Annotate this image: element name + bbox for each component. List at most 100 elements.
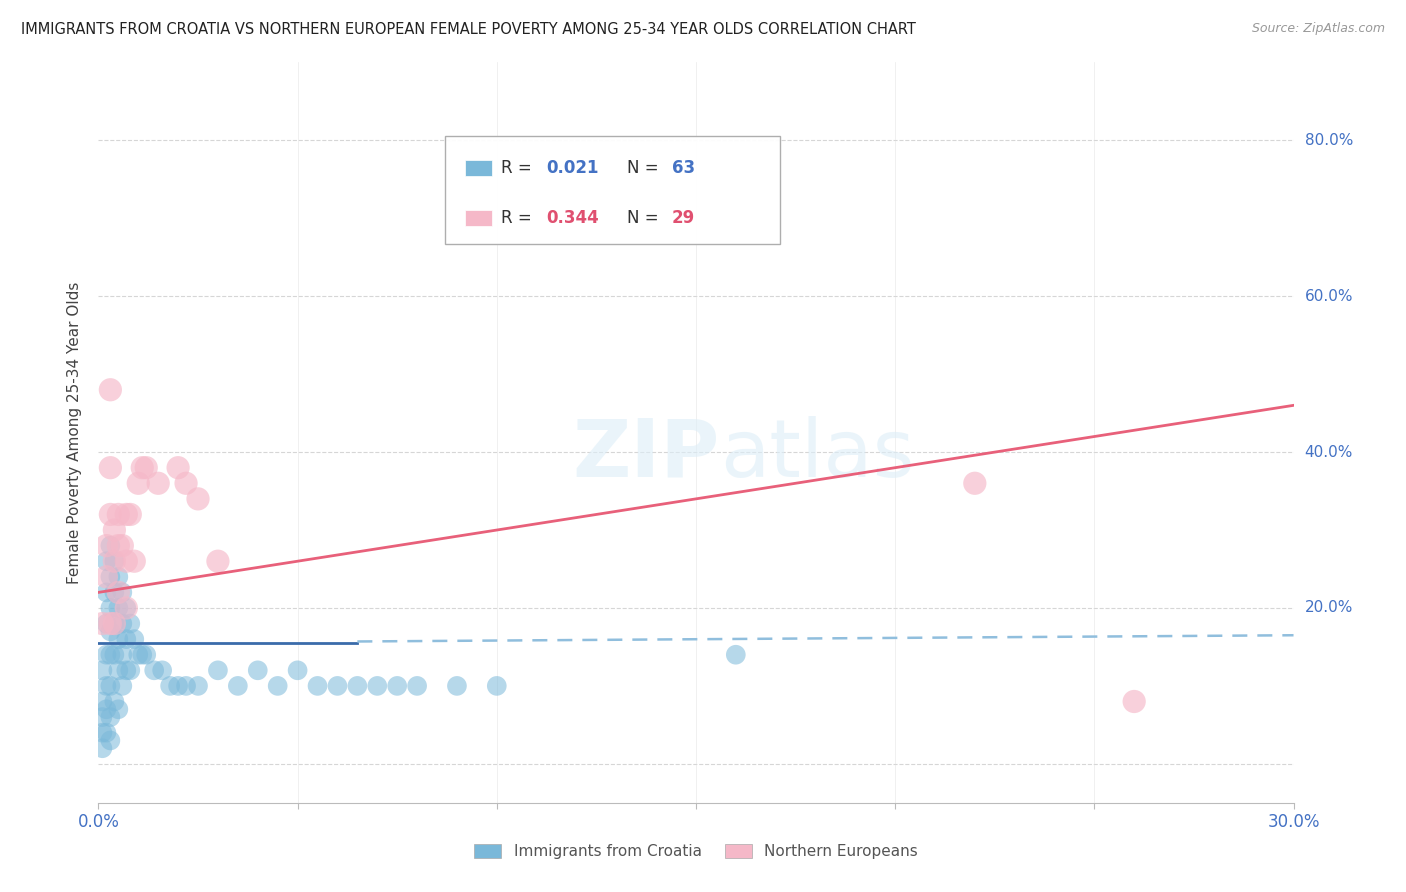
Point [98, 539, 122, 553]
Text: 0.344: 0.344 [547, 209, 599, 227]
Point [96, 585, 118, 599]
Point [346, 679, 368, 693]
Point [107, 585, 129, 599]
Point [159, 679, 181, 693]
Text: R =: R = [501, 209, 537, 227]
Point [963, 476, 986, 491]
Point [485, 679, 508, 693]
Point [115, 663, 138, 677]
Text: N =: N = [627, 159, 664, 178]
Point [91, 725, 114, 739]
Point [96, 725, 118, 739]
Point [103, 554, 125, 568]
Point [127, 648, 149, 662]
Point [96, 539, 118, 553]
FancyBboxPatch shape [446, 136, 780, 244]
Point [366, 679, 388, 693]
Point [98, 383, 122, 397]
FancyBboxPatch shape [465, 210, 492, 227]
Point [135, 460, 157, 475]
Point [111, 616, 134, 631]
Point [91, 616, 114, 631]
Point [91, 663, 114, 677]
Point [135, 648, 157, 662]
Text: IMMIGRANTS FROM CROATIA VS NORTHERN EUROPEAN FEMALE POVERTY AMONG 25-34 YEAR OLD: IMMIGRANTS FROM CROATIA VS NORTHERN EURO… [21, 22, 915, 37]
Point [107, 702, 129, 716]
Point [111, 648, 134, 662]
Text: 40.0%: 40.0% [1305, 444, 1353, 459]
Point [98, 601, 122, 615]
Point [107, 632, 129, 647]
Point [124, 632, 146, 647]
Text: 63: 63 [672, 159, 695, 178]
Point [267, 679, 290, 693]
Point [174, 679, 197, 693]
Point [103, 585, 125, 599]
Point [167, 460, 190, 475]
Point [96, 679, 118, 693]
Point [148, 476, 170, 491]
Point [103, 616, 125, 631]
Point [98, 616, 122, 631]
Text: 0.021: 0.021 [547, 159, 599, 178]
Point [131, 648, 153, 662]
Legend: Immigrants from Croatia, Northern Europeans: Immigrants from Croatia, Northern Europe… [468, 838, 924, 865]
Point [98, 624, 122, 639]
Point [120, 616, 142, 631]
Point [107, 570, 129, 584]
Text: 60.0%: 60.0% [1305, 289, 1353, 304]
Point [174, 476, 197, 491]
Point [98, 648, 122, 662]
Point [91, 741, 114, 756]
Point [207, 554, 229, 568]
Point [307, 679, 329, 693]
Point [111, 539, 134, 553]
Text: N =: N = [627, 209, 664, 227]
Point [724, 648, 747, 662]
Point [246, 663, 269, 677]
Point [143, 663, 166, 677]
Point [98, 733, 122, 747]
Point [103, 648, 125, 662]
Point [115, 554, 138, 568]
Point [385, 679, 409, 693]
Y-axis label: Female Poverty Among 25-34 Year Olds: Female Poverty Among 25-34 Year Olds [67, 282, 83, 583]
Point [103, 694, 125, 708]
Point [127, 476, 149, 491]
Point [111, 679, 134, 693]
Point [96, 648, 118, 662]
Point [187, 491, 209, 506]
Point [103, 523, 125, 537]
Point [167, 679, 190, 693]
FancyBboxPatch shape [465, 160, 492, 177]
Point [226, 679, 249, 693]
Text: R =: R = [501, 159, 537, 178]
Point [131, 460, 153, 475]
Point [406, 679, 429, 693]
Point [107, 663, 129, 677]
Point [98, 570, 122, 584]
Point [115, 601, 138, 615]
Point [120, 508, 142, 522]
Point [115, 601, 138, 615]
Point [96, 554, 118, 568]
Point [98, 679, 122, 693]
Text: Source: ZipAtlas.com: Source: ZipAtlas.com [1251, 22, 1385, 36]
Point [91, 710, 114, 724]
Point [107, 601, 129, 615]
Point [107, 508, 129, 522]
Point [98, 460, 122, 475]
Point [115, 632, 138, 647]
Point [446, 679, 468, 693]
Point [98, 508, 122, 522]
Point [207, 663, 229, 677]
Point [150, 663, 173, 677]
Text: ZIP: ZIP [572, 416, 720, 494]
Text: atlas: atlas [720, 416, 914, 494]
Text: 29: 29 [672, 209, 696, 227]
Point [107, 539, 129, 553]
Point [103, 616, 125, 631]
Point [103, 554, 125, 568]
Point [120, 663, 142, 677]
Point [326, 679, 349, 693]
